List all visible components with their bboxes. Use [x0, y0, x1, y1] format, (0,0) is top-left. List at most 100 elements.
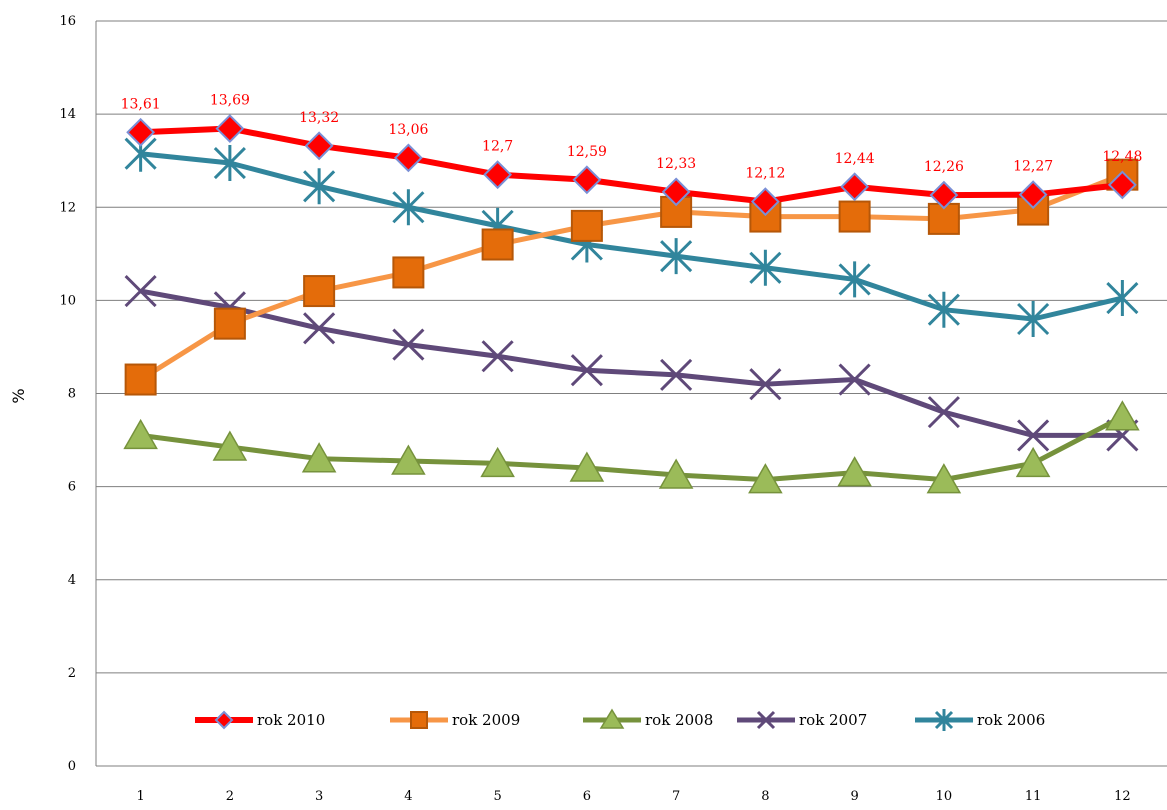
- data-point: [1107, 170, 1137, 200]
- data-point: [124, 363, 157, 396]
- legend-entry: rok 2006: [915, 709, 1045, 731]
- y-tick-label: 14: [59, 107, 76, 122]
- data-label: 12,7: [482, 139, 513, 155]
- legend-label: rok 2009: [452, 711, 520, 729]
- data-point: [303, 312, 336, 345]
- data-point: [840, 172, 870, 202]
- data-label: 12,59: [567, 144, 607, 160]
- data-point: [927, 202, 960, 235]
- x-tick-label: 9: [850, 789, 858, 804]
- x-tick-label: 12: [1114, 789, 1131, 804]
- legend-label: rok 2008: [645, 711, 713, 729]
- data-point: [570, 354, 603, 387]
- series-line: [140, 288, 1123, 438]
- y-tick-label: 4: [68, 573, 76, 588]
- data-point: [215, 114, 245, 143]
- data-point: [124, 275, 157, 308]
- data-point: [929, 180, 959, 210]
- data-label: 12,33: [656, 156, 696, 172]
- data-point: [391, 444, 426, 475]
- series-rok-2008: [123, 400, 1140, 494]
- data-point: [599, 708, 625, 729]
- data-point: [392, 256, 425, 289]
- series-rok-2009: [124, 158, 1139, 396]
- data-point: [1017, 419, 1050, 452]
- data-point: [838, 363, 871, 396]
- x-tick-label: 3: [315, 789, 323, 804]
- legend-label: rok 2010: [257, 711, 325, 729]
- series-line: [140, 125, 1123, 205]
- data-point: [392, 328, 425, 361]
- data-point: [393, 143, 423, 173]
- data-point: [572, 165, 602, 195]
- data-point: [481, 228, 514, 261]
- data-point: [838, 200, 871, 233]
- data-point: [569, 451, 605, 482]
- series-line: [140, 151, 1123, 322]
- legend-entry: rok 2010: [195, 710, 325, 730]
- gridlines: [96, 20, 1167, 767]
- data-point: [304, 131, 334, 161]
- x-tick-label: 10: [936, 789, 953, 804]
- data-point: [756, 710, 776, 730]
- y-tick-label: 8: [68, 387, 76, 402]
- data-point: [481, 340, 514, 373]
- x-tick-label: 7: [672, 789, 680, 804]
- legend-label: rok 2007: [799, 711, 867, 729]
- data-point: [660, 238, 693, 275]
- data-point: [661, 177, 691, 207]
- data-point: [213, 145, 246, 182]
- data-point: [1106, 280, 1139, 317]
- data-point: [123, 418, 158, 450]
- y-tick-label: 6: [68, 480, 76, 495]
- data-point: [303, 168, 336, 205]
- y-axis-label: %: [9, 388, 28, 403]
- data-point: [480, 446, 515, 478]
- y-tick-label: 2: [68, 666, 76, 681]
- data-point: [660, 358, 693, 391]
- data-point: [748, 463, 783, 494]
- series-rok-2010: [126, 114, 1137, 217]
- data-label: 12,48: [1102, 149, 1142, 165]
- data-point: [570, 209, 603, 242]
- data-label: 13,06: [388, 122, 428, 138]
- x-tick-label: 6: [583, 789, 591, 804]
- x-tick-label: 1: [136, 789, 144, 804]
- x-tick-label: 8: [761, 789, 769, 804]
- data-label: 12,44: [835, 151, 875, 167]
- y-tick-label: 0: [68, 759, 76, 774]
- data-point: [1018, 180, 1048, 210]
- data-point: [934, 709, 954, 731]
- x-tick-label: 4: [404, 789, 412, 804]
- series-rok-2007: [124, 275, 1139, 452]
- legend-entry: rok 2008: [583, 708, 713, 729]
- data-point: [483, 160, 513, 190]
- y-tick-label: 10: [59, 293, 76, 308]
- data-point: [126, 117, 156, 147]
- series-line: [139, 172, 1124, 382]
- data-point: [837, 456, 872, 487]
- data-label: 12,12: [745, 166, 785, 182]
- series-line: [140, 414, 1124, 483]
- data-point: [301, 442, 337, 473]
- legend-entry: rok 2009: [390, 711, 520, 729]
- series-layer: [123, 114, 1140, 494]
- y-tick-label: 12: [59, 200, 76, 215]
- data-point: [749, 200, 782, 233]
- data-label: 12,26: [924, 159, 964, 175]
- data-label: 13,69: [210, 93, 250, 109]
- legend-entry: rok 2007: [737, 710, 867, 730]
- data-point: [749, 249, 782, 286]
- series-rok-2006: [124, 135, 1139, 337]
- data-point: [214, 710, 234, 730]
- data-point: [1017, 301, 1050, 337]
- data-label: 13,61: [121, 96, 161, 112]
- data-point: [1015, 446, 1051, 478]
- data-point: [410, 711, 428, 729]
- data-point: [1105, 400, 1140, 431]
- legend-label: rok 2006: [977, 711, 1045, 729]
- data-point: [658, 458, 694, 489]
- x-tick-label: 2: [226, 789, 234, 804]
- data-point: [749, 368, 782, 401]
